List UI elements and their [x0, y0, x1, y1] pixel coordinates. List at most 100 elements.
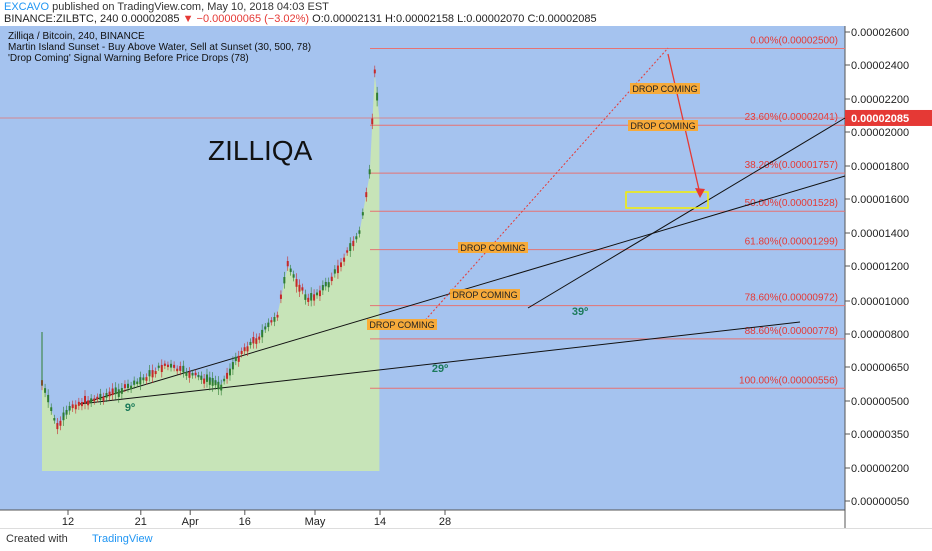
candle-body: [200, 375, 203, 380]
candle-body: [130, 385, 133, 390]
candle-body: [80, 402, 83, 407]
candle-body: [127, 383, 130, 389]
symbol-text: BINANCE:ZILBTC, 240: [4, 13, 119, 25]
candle-body: [194, 372, 197, 376]
candle-body: [214, 380, 217, 386]
candle-body: [226, 372, 229, 379]
legend-line-3: 'Drop Coming' Signal Warning Before Pric…: [8, 53, 249, 64]
candle-body: [120, 387, 123, 394]
candle-body: [142, 377, 145, 381]
legend-line-2: Martin Island Sunset - Buy Above Water, …: [8, 42, 311, 53]
candle-body: [243, 347, 246, 352]
candle-body: [270, 320, 273, 323]
candle-body: [176, 368, 179, 372]
drop-coming-signal: [450, 289, 520, 300]
candle-body: [252, 336, 255, 344]
candle-body: [59, 420, 62, 426]
candle-body: [301, 287, 304, 291]
candle-body: [145, 377, 148, 381]
close-value: C:0.00002085: [527, 13, 597, 25]
candle-body: [352, 240, 355, 247]
fib-label: 88.60%(0.00000778): [745, 326, 838, 337]
candle-body: [166, 364, 169, 368]
drop-coming-signal: [628, 120, 698, 131]
price-axis-background: [845, 26, 932, 510]
fib-label: 78.60%(0.00000972): [745, 293, 838, 304]
candle-body: [246, 346, 249, 352]
current-price-badge: [845, 109, 932, 126]
last-price: 0.00002085: [121, 13, 180, 25]
x-tick-label: May: [305, 516, 326, 528]
candle-body: [163, 363, 166, 366]
candle-body: [313, 294, 316, 301]
publisher-name[interactable]: EXCAVO: [4, 1, 50, 13]
y-tick-label: 0.00001000: [851, 296, 909, 308]
drop-coming-text: DROP COMING: [632, 84, 697, 94]
candle-body: [321, 285, 324, 291]
price-chart[interactable]: 0.00%(0.00002500)23.60%(0.00002041)38.20…: [0, 26, 932, 528]
candle-body: [333, 269, 336, 274]
footer-bar: Created with TradingView: [0, 528, 932, 551]
candle-body: [74, 404, 77, 410]
current-price-label: 0.00002085: [851, 113, 909, 125]
candle-body: [255, 338, 258, 344]
candle-body: [197, 375, 200, 378]
candle-body: [373, 69, 376, 74]
candle-body: [205, 374, 208, 382]
angle-label: 9º: [125, 402, 135, 414]
candle-body: [99, 393, 102, 400]
drop-coming-signal: [630, 83, 700, 94]
candle-body: [90, 398, 93, 403]
angle-label: 39º: [572, 306, 588, 318]
y-tick-label: 0.00000200: [851, 463, 909, 475]
candle-body: [261, 329, 264, 338]
candle-body: [173, 364, 176, 368]
candle-body: [298, 284, 301, 292]
candle-body: [170, 363, 173, 368]
header-bar: EXCAVO published on TradingView.com, May…: [0, 0, 932, 26]
drop-coming-text: DROP COMING: [452, 290, 517, 300]
candle-body: [44, 388, 47, 393]
drop-coming-text: DROP COMING: [630, 121, 695, 131]
y-tick-label: 0.00001200: [851, 261, 909, 273]
candle-body: [365, 192, 368, 198]
x-tick-label: 16: [239, 516, 251, 528]
y-tick-label: 0.00000500: [851, 396, 909, 408]
candle-body: [279, 294, 282, 299]
y-tick-label: 0.00002600: [851, 27, 909, 39]
down-arrow-icon: ▼: [182, 13, 194, 25]
candle-body: [87, 400, 90, 406]
candle-body: [133, 380, 136, 385]
drop-coming-signal: [458, 242, 528, 253]
candle-body: [327, 282, 330, 288]
candle-body: [376, 92, 379, 101]
candle-body: [157, 365, 160, 368]
candle-body: [346, 250, 349, 253]
drop-coming-signal: [367, 319, 437, 330]
candle-body: [368, 169, 371, 175]
published-text: published on TradingView.com, May 10, 20…: [52, 1, 329, 13]
low-value: L:0.00002070: [457, 13, 525, 25]
candle-body: [371, 118, 374, 125]
tradingview-brand[interactable]: TradingView: [92, 533, 153, 545]
y-tick-label: 0.00000050: [851, 496, 909, 508]
sunset-area: [42, 73, 380, 471]
candle-body: [56, 423, 59, 430]
candle-body: [289, 268, 292, 272]
y-tick-label: 0.00000800: [851, 329, 909, 341]
candle-body: [258, 336, 261, 340]
candle-body: [264, 326, 267, 330]
y-tick-label: 0.00002000: [851, 127, 909, 139]
candle-body: [47, 394, 50, 403]
chart-title: ZILLIQA: [208, 135, 313, 166]
candle-body: [77, 401, 80, 406]
candle-body: [151, 370, 154, 378]
candle-body: [307, 297, 310, 302]
time-axis-background: [0, 510, 932, 528]
open-value: O:0.00002131: [312, 13, 382, 25]
candle-body: [123, 384, 126, 389]
candle-body: [304, 294, 307, 300]
candle-body: [71, 404, 74, 409]
candle-body: [102, 396, 105, 401]
candle-body: [249, 341, 252, 346]
